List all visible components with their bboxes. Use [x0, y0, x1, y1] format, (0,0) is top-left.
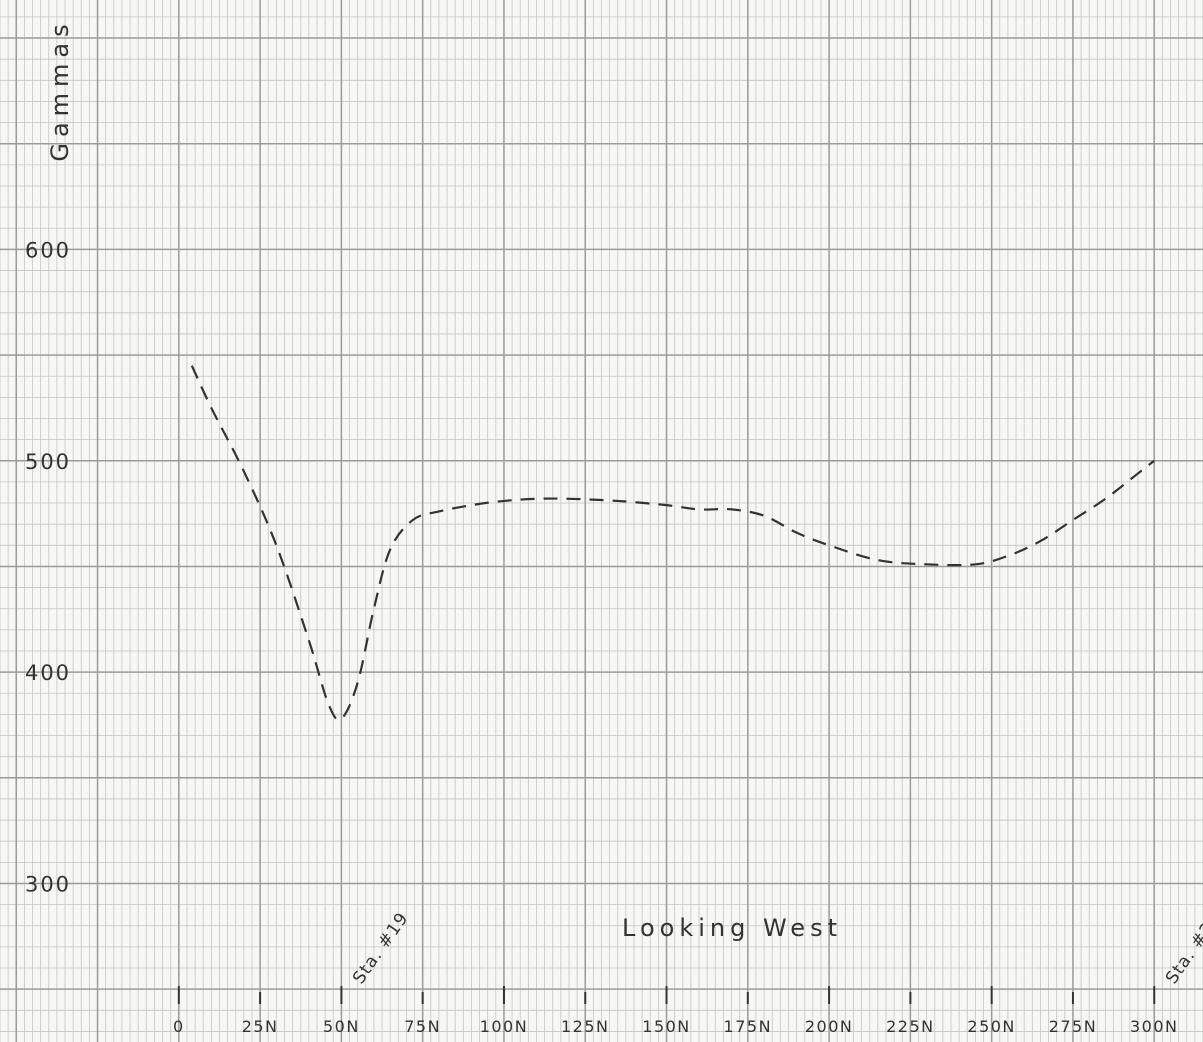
station-annotation: Sta. #2 — [1162, 918, 1203, 987]
x-tick-label: 200N — [805, 1017, 854, 1036]
chart-title: Looking West — [622, 914, 842, 942]
x-tick-label: 125N — [561, 1017, 610, 1036]
x-tick-label: 100N — [480, 1017, 529, 1036]
x-tick-label: 175N — [724, 1017, 773, 1036]
y-tick-label: 300 — [25, 872, 71, 896]
station-annotation: Sta. #19 — [349, 909, 413, 988]
series-line — [190, 365, 1155, 721]
y-tick-label: 400 — [25, 661, 71, 685]
x-tick-label: 225N — [886, 1017, 935, 1036]
x-tick-label: 150N — [642, 1017, 691, 1036]
x-axis-ticks — [177, 986, 1156, 1004]
x-tick-label: 0 — [173, 1017, 185, 1036]
x-tick-labels: 0 25N 50N 75N 100N 125N 150N 175N 200N 225N 250N 27… — [173, 1017, 1179, 1036]
y-tick-label: 500 — [25, 450, 71, 474]
x-tick-label: 50N — [323, 1017, 360, 1036]
x-tick-label: 75N — [404, 1017, 441, 1036]
y-tick-labels: 300 400 500 600 — [25, 238, 71, 896]
x-tick-label: 25N — [242, 1017, 279, 1036]
x-tick-label: 275N — [1049, 1017, 1098, 1036]
y-tick-label: 600 — [25, 238, 71, 262]
y-axis-label: Gammas — [46, 18, 74, 161]
x-tick-label: 250N — [967, 1017, 1016, 1036]
x-tick-label: 300N — [1130, 1017, 1179, 1036]
